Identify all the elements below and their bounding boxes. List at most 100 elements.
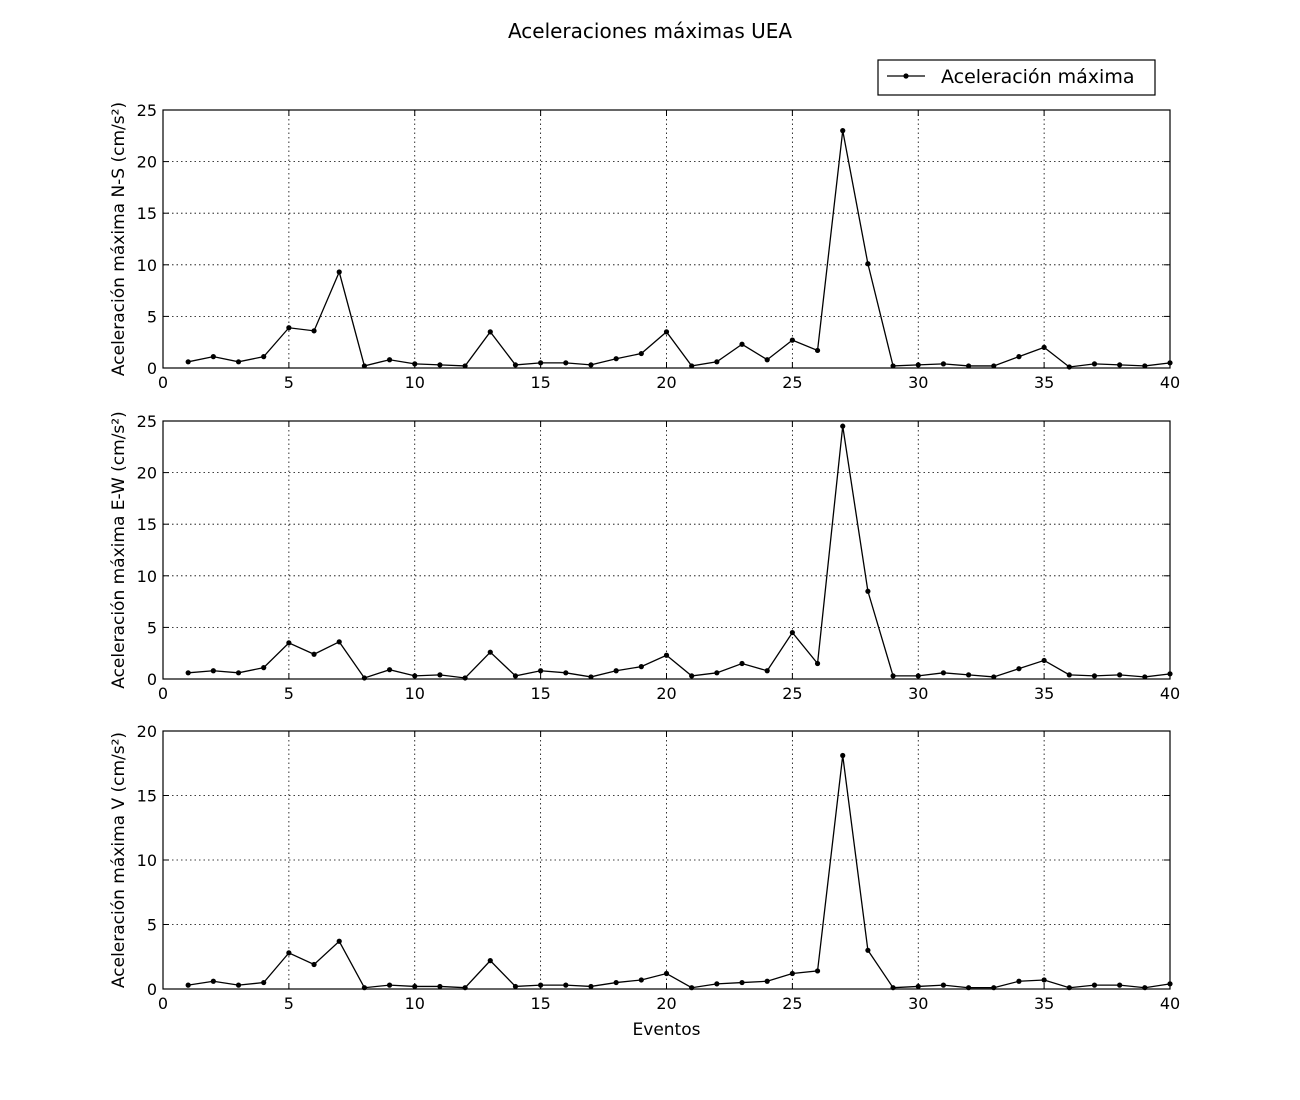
- panel-ns-ytick-label-5: 5: [147, 307, 157, 326]
- panel-ew-point-37: [1091, 673, 1098, 679]
- panel-v-ytick-label-5: 5: [147, 916, 157, 935]
- panel-ns-point-17: [588, 362, 594, 368]
- panel-ew-point-17: [588, 674, 594, 680]
- panel-ns-point-28: [865, 261, 871, 267]
- panel-ew-ytick-label-20: 20: [137, 464, 157, 483]
- panel-ns-point-25: [789, 337, 795, 343]
- panel-ew-point-20: [663, 652, 670, 658]
- panel-ew-point-30: [915, 673, 921, 679]
- panel-ew-point-33: [991, 674, 997, 680]
- panel-ns-point-5: [286, 325, 292, 331]
- panel-ew-point-25: [789, 629, 795, 636]
- panel-v-ytick-label-10: 10: [137, 851, 157, 870]
- panel-ew-point-29: [890, 673, 896, 679]
- panel-ns-point-26: [814, 347, 821, 354]
- panel-ns-xtick-label-30: 30: [908, 373, 928, 392]
- panel-ew-ylabel: Aceleración máxima E-W (cm/s²): [109, 411, 129, 689]
- panel-v-series-line: [188, 755, 1171, 989]
- panel-ns-point-8: [361, 363, 367, 369]
- panel-ew-point-8: [361, 675, 367, 681]
- panel-ns-point-39: [1142, 363, 1148, 369]
- panel-ew-frame: [162, 420, 1171, 680]
- panel-v-xtick-label-40: 40: [1160, 994, 1180, 1013]
- panel-ns-ytick-label-25: 25: [137, 101, 157, 120]
- panel-ns-point-33: [991, 363, 997, 369]
- panel-v-point-16: [563, 982, 569, 988]
- panel-v-xtick-label-0: 0: [158, 994, 168, 1013]
- panel-ns-point-3: [235, 359, 242, 365]
- panel-v-point-28: [865, 947, 871, 953]
- panel-v-ytick-label-15: 15: [137, 787, 157, 806]
- panel-ns-xtick-label-5: 5: [284, 373, 294, 392]
- panel-ew-ytick-label-25: 25: [137, 412, 157, 431]
- panel-ew-point-4: [261, 665, 267, 671]
- legend-box: [877, 59, 1156, 96]
- panel-ns-point-16: [563, 360, 569, 366]
- panel-ns-ytick-label-15: 15: [137, 204, 157, 223]
- panel-v-point-3: [235, 982, 242, 988]
- panel-v-ylabel: Aceleración máxima V (cm/s²): [109, 732, 129, 988]
- panel-ns-point-1: [185, 359, 191, 365]
- panel-v: 0 5 10 15 20 25 30 35 40 0 5 10 15 20 Aceleración máxi…: [109, 722, 1180, 1040]
- panel-ns-point-29: [890, 363, 896, 369]
- legend: Aceleración máxima: [877, 59, 1156, 96]
- panel-ew-series-line: [188, 426, 1171, 679]
- panel-ew-point-36: [1066, 672, 1072, 678]
- panel-ew-xtick-label-40: 40: [1160, 684, 1180, 703]
- panel-v-xtick-label-25: 25: [782, 994, 802, 1013]
- panel-v-xtick-label-20: 20: [656, 994, 676, 1013]
- panel-v-point-2: [210, 978, 216, 984]
- panel-ns-point-11: [437, 362, 443, 368]
- panel-ew-point-11: [437, 672, 443, 678]
- panel-ew-point-14: [512, 673, 519, 679]
- panel-ew-point-35: [1041, 657, 1047, 664]
- subplots: 0 5 10 15 20 25 30 35 40 0 5 10 15 20 25 Aceleración má…: [109, 101, 1180, 1040]
- panel-ew-point-18: [613, 668, 619, 674]
- panel-ew-point-24: [764, 668, 770, 674]
- panel-v-point-4: [261, 979, 267, 986]
- panel-v-point-18: [613, 979, 619, 986]
- panel-ns-ytick-label-10: 10: [137, 256, 157, 275]
- panel-v-point-34: [1016, 978, 1022, 984]
- panel-ns-point-23: [739, 341, 745, 347]
- panel-ns-ytick-label-0: 0: [147, 359, 157, 378]
- panel-ns-xtick-label-35: 35: [1034, 373, 1054, 392]
- panel-v-point-17: [588, 983, 594, 990]
- panel-ew-point-23: [739, 660, 745, 667]
- panel-ew-point-5: [286, 640, 292, 646]
- panel-ew-point-2: [210, 668, 216, 674]
- panel-ns-point-19: [638, 350, 644, 357]
- panel-ns-series-line: [188, 130, 1171, 368]
- panel-ew-point-34: [1016, 666, 1022, 672]
- panel-v-point-38: [1117, 982, 1123, 988]
- panel-v-point-10: [412, 983, 418, 990]
- panel-ns-xtick-label-0: 0: [158, 373, 168, 392]
- panel-ew-ytick-label-0: 0: [147, 670, 157, 689]
- panel-ew-ytick-label-15: 15: [137, 515, 157, 534]
- panel-v-xtick-label-10: 10: [405, 994, 425, 1013]
- panel-ns-point-20: [663, 329, 670, 335]
- panel-ns-point-32: [966, 363, 972, 369]
- panel-ns: 0 5 10 15 20 25 30 35 40 0 5 10 15 20 25 Aceleración má…: [109, 101, 1180, 392]
- panel-v-point-27: [840, 752, 846, 759]
- panel-ns-point-2: [210, 354, 216, 360]
- panel-ns-point-35: [1041, 344, 1047, 350]
- panel-v-point-6: [311, 961, 317, 968]
- panel-v-xtick-label-5: 5: [284, 994, 294, 1013]
- panel-ns-point-30: [915, 362, 921, 368]
- panel-v-point-9: [386, 982, 393, 988]
- panel-ew-point-22: [714, 670, 720, 676]
- panel-ns-xtick-label-15: 15: [530, 373, 550, 392]
- panel-ew-point-9: [386, 667, 393, 673]
- panel-ew-point-1: [185, 670, 191, 676]
- panel-v-point-37: [1091, 982, 1098, 988]
- panel-ns-point-13: [487, 329, 493, 335]
- panel-ew-xtick-label-20: 20: [656, 684, 676, 703]
- panel-v-point-23: [739, 979, 745, 986]
- panel-ew-point-38: [1117, 672, 1123, 678]
- legend-label: Aceleración máxima: [941, 66, 1134, 88]
- panel-ns-point-7: [336, 269, 342, 275]
- panel-ns-point-18: [613, 356, 619, 362]
- panel-ns-point-24: [764, 357, 770, 363]
